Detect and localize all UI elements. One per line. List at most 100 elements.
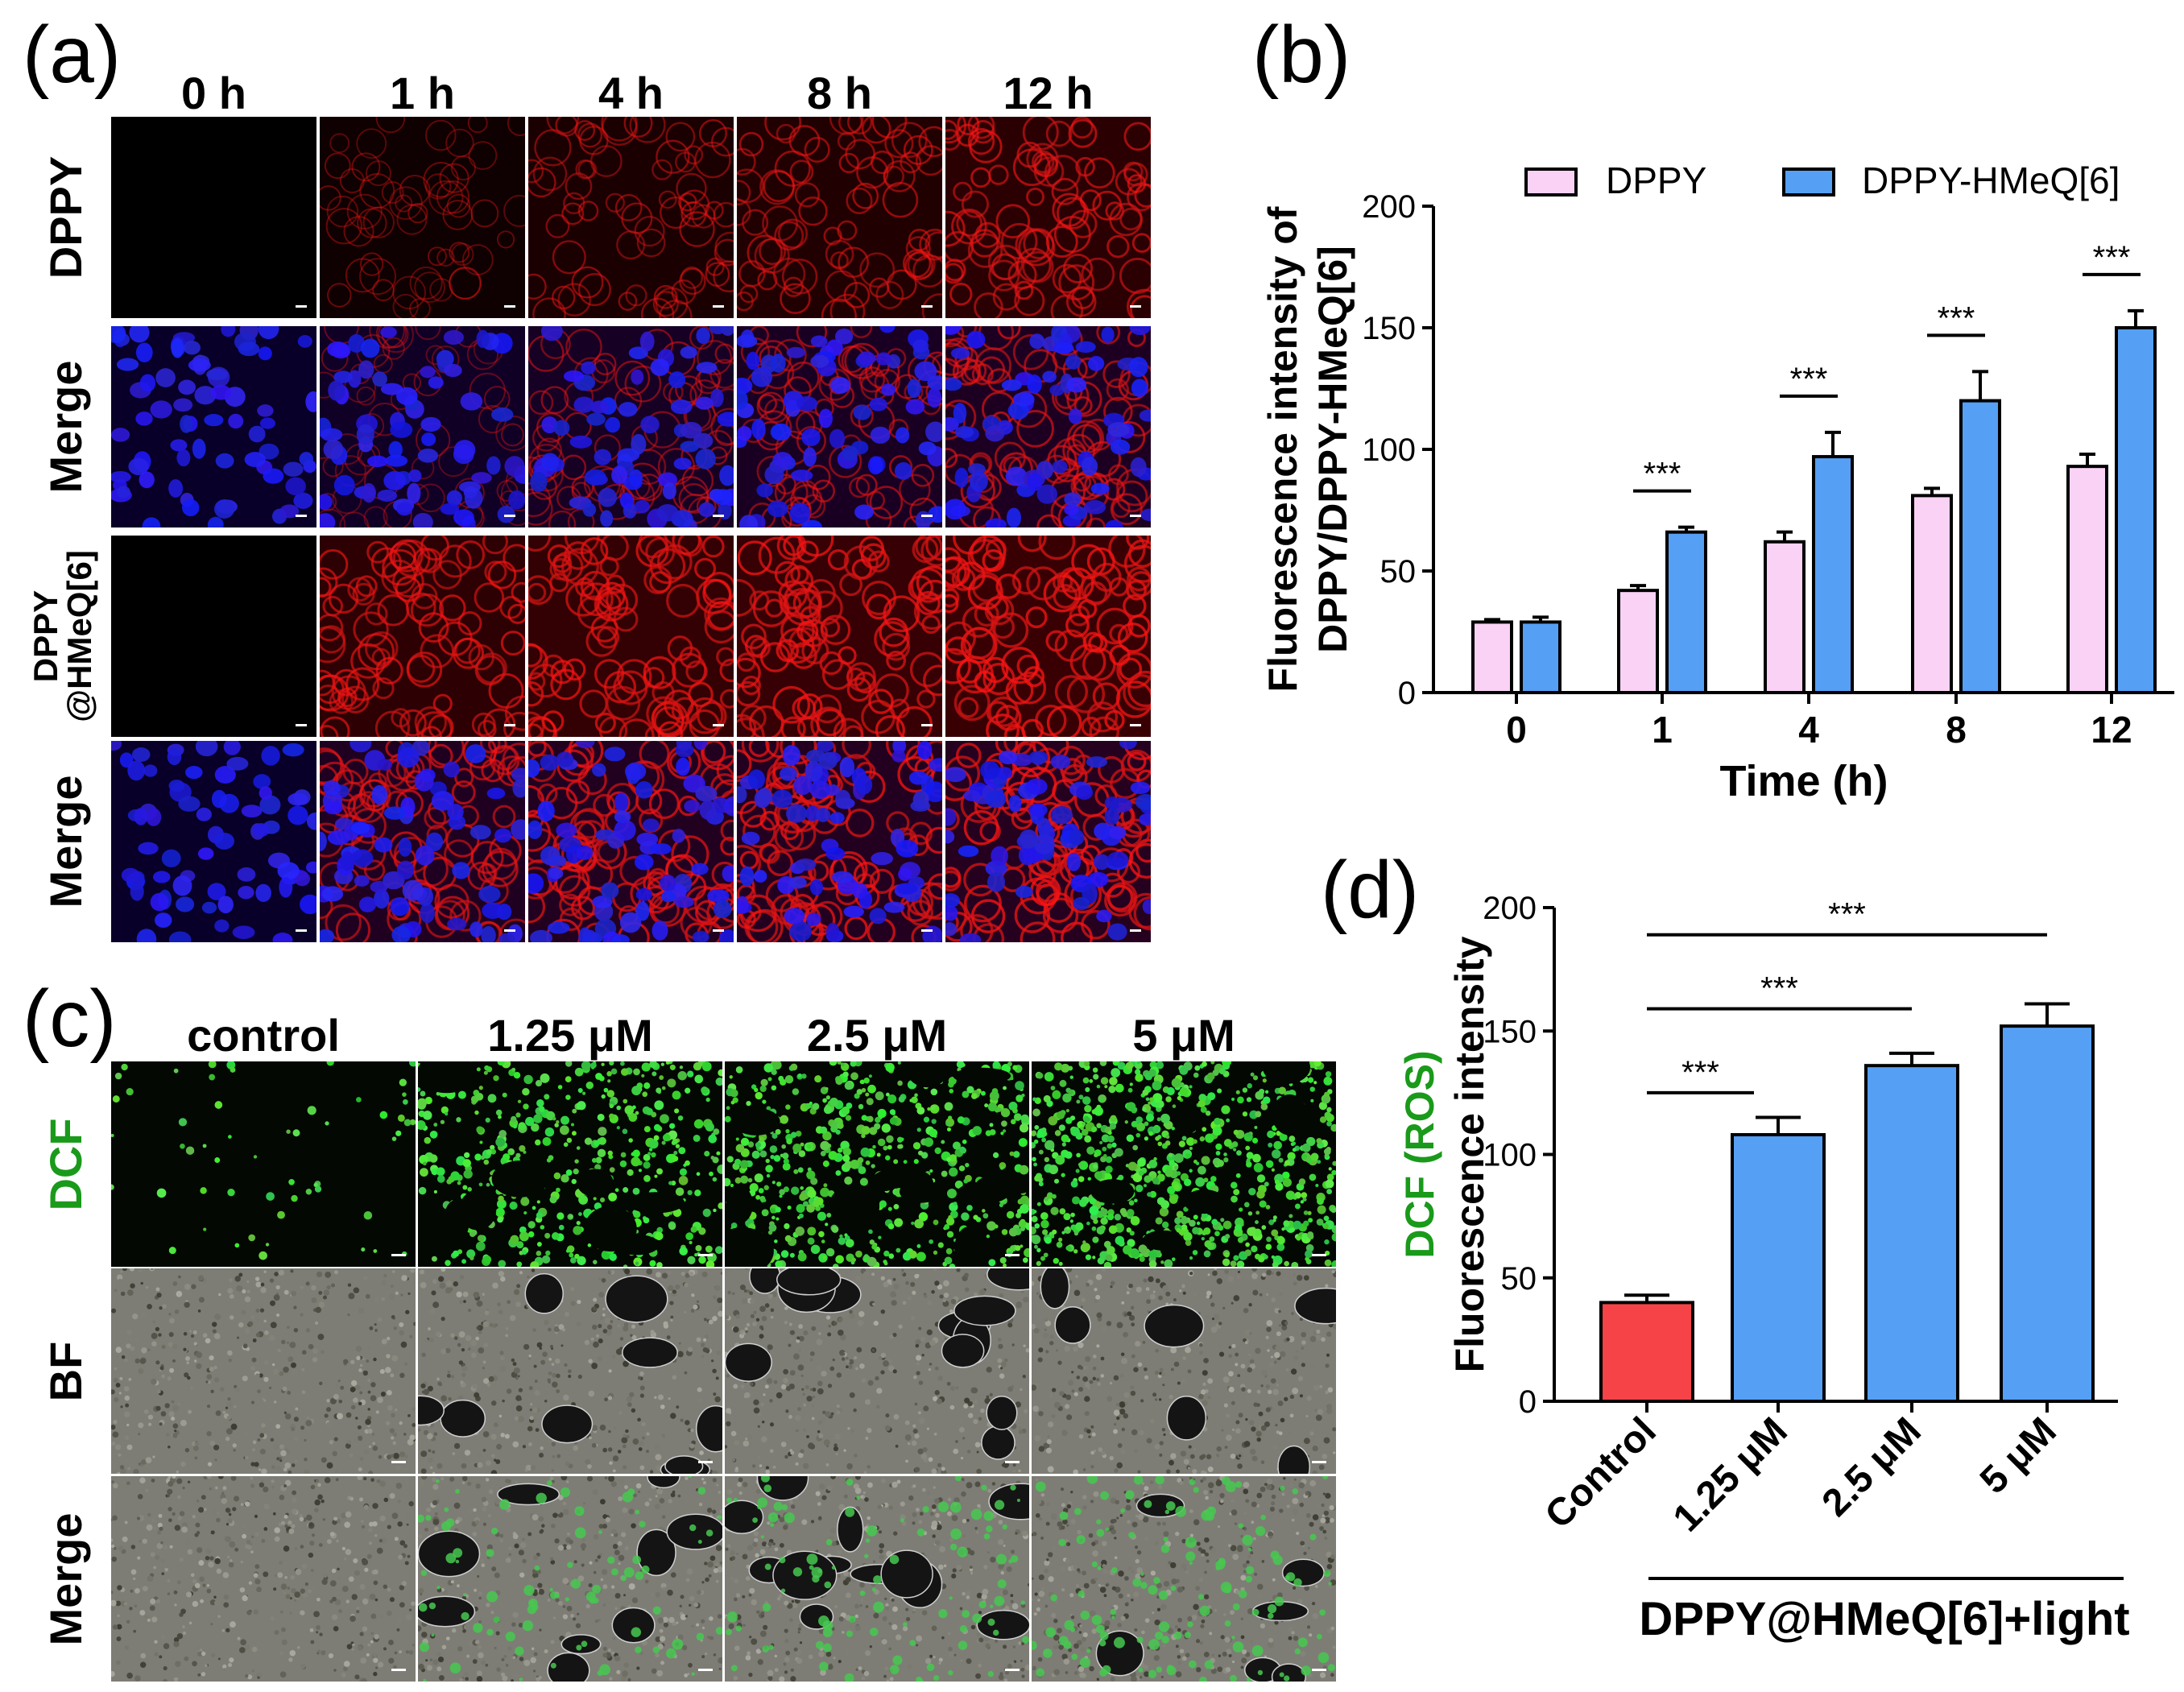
cell-membrane: [606, 583, 639, 616]
cell-membrane: [561, 548, 599, 586]
fluorescent-cell: [541, 1255, 551, 1264]
panel-c-row-label: DCF: [40, 1117, 91, 1211]
nucleus: [541, 416, 558, 434]
fluorescent-cell: [1156, 1061, 1164, 1069]
nucleus: [695, 396, 714, 410]
fluorescent-cell: [409, 1119, 416, 1126]
fluorescent-cell: [768, 1223, 777, 1232]
fluorescent-cell: [1089, 1079, 1094, 1083]
bf-cell: [407, 1414, 411, 1417]
fluorescent-cell: [1149, 1190, 1157, 1198]
bf-cell: [255, 1308, 260, 1313]
cell-membrane: [714, 343, 734, 364]
nucleus: [746, 351, 760, 370]
nucleus: [323, 439, 344, 460]
fluorescent-cell: [539, 1106, 545, 1112]
cell-membrane: [638, 536, 668, 559]
cell-membrane: [705, 262, 730, 288]
bf-cell: [373, 1357, 377, 1362]
fluorescent-cell: [1302, 1197, 1307, 1202]
fluorescent-cell: [566, 1137, 573, 1144]
bf-cell: [458, 1331, 465, 1338]
cell-membrane: [675, 151, 697, 173]
cell-membrane: [391, 708, 411, 728]
nucleus: [604, 419, 621, 432]
scale-bar: [1312, 1254, 1326, 1256]
cell-membrane: [353, 611, 389, 647]
bf-cell: [358, 1368, 362, 1372]
cell-membrane: [573, 807, 605, 839]
nucleus: [945, 829, 955, 844]
fluorescent-cell: [1307, 1210, 1312, 1215]
panel-a-col-header: 4 h: [598, 68, 664, 118]
bf-cell: [391, 1436, 395, 1440]
bf-cell: [348, 1293, 355, 1300]
bf-cell: [399, 1451, 406, 1458]
fluorescent-cell: [1265, 1243, 1272, 1251]
nucleus: [223, 741, 241, 755]
fluorescent-cell: [918, 1212, 929, 1222]
cell-membrane: [484, 561, 507, 584]
fluorescent-cell: [1007, 1061, 1012, 1067]
fluorescent-cell: [916, 1107, 925, 1115]
fluorescent-cell: [674, 1108, 680, 1114]
fluorescent-cell: [991, 1088, 999, 1094]
cell-membrane: [577, 201, 599, 221]
nucleus: [985, 518, 1007, 527]
bf-cell: [236, 1285, 243, 1292]
bf-cell: [332, 1450, 337, 1457]
bf-cell: [714, 1396, 721, 1403]
cell-membrane: [450, 242, 474, 267]
fluorescent-cell: [1020, 1114, 1029, 1123]
cell-membrane: [920, 536, 942, 567]
fluorescent-cell: [1001, 1229, 1008, 1235]
cell-membrane: [497, 755, 525, 787]
fluorescent-cell: [593, 1197, 597, 1201]
micrograph-cell: [725, 1061, 1029, 1267]
fluorescent-cell: [1124, 1120, 1128, 1124]
micrograph-background: [528, 117, 734, 318]
fluorescent-cell: [818, 1231, 825, 1238]
bf-cell: [328, 1470, 334, 1474]
fluorescent-cell: [1129, 1231, 1135, 1236]
bf-cell: [244, 1430, 250, 1437]
nucleus: [361, 338, 380, 358]
fluorescent-cell: [536, 1242, 542, 1247]
fluorescent-cell: [806, 1204, 815, 1213]
fluorescent-cell: [887, 1144, 892, 1150]
fluorescent-cell: [751, 1150, 760, 1159]
fluorescent-cell: [1256, 1174, 1266, 1183]
fluorescent-cell: [962, 1139, 967, 1144]
bf-cell: [432, 1471, 436, 1474]
fluorescent-cell: [591, 1157, 597, 1163]
cell-membrane: [767, 850, 793, 877]
fluorescent-cell: [1099, 1098, 1104, 1102]
bf-cell: [356, 1355, 361, 1360]
cell-membrane: [1127, 174, 1147, 193]
bf-cell: [540, 1359, 546, 1365]
fluorescent-cell: [1255, 1253, 1261, 1260]
fluorescent-cell: [649, 1260, 656, 1267]
cell-membrane: [987, 244, 1024, 280]
bf-cell: [227, 1350, 233, 1356]
bf-cell: [126, 1343, 131, 1349]
fluorescent-cell: [659, 1075, 664, 1080]
cell-membrane: [648, 788, 680, 820]
cell-membrane: [469, 372, 506, 410]
micrograph-cell: [111, 326, 316, 527]
fluorescent-cell: [418, 1120, 426, 1130]
fluorescent-cell: [758, 1188, 764, 1194]
legend-swatch-dppy-hmeq: [1782, 168, 1835, 197]
nucleus: [214, 919, 230, 933]
cell-membrane: [672, 536, 701, 556]
cell-membrane: [500, 631, 525, 656]
nucleus: [155, 912, 172, 929]
fluorescent-cell: [570, 1123, 575, 1127]
bf-cell: [393, 1453, 399, 1459]
nucleus: [928, 506, 942, 523]
fluorescent-cell: [675, 1144, 680, 1148]
fluorescent-cell: [825, 1247, 835, 1257]
bf-cell: [140, 1281, 143, 1285]
fluorescent-cell: [987, 1221, 996, 1231]
bf-cell: [400, 1293, 403, 1297]
